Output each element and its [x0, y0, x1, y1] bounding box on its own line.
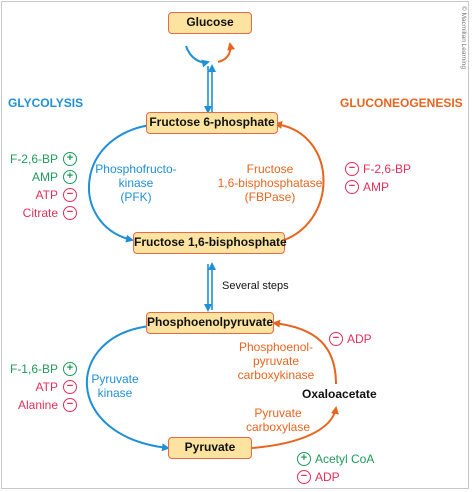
- pc-regulator-acetyl-coa: Acetyl CoA: [315, 452, 375, 466]
- pyruvate-carboxylase-arrow: [251, 406, 339, 449]
- pk-regulator-atp: ATP: [35, 380, 58, 394]
- pfk-line-3: (PFK): [120, 190, 152, 204]
- inhibitor-minus-icon: −: [297, 470, 311, 484]
- pep-carboxykinase-label: Phosphoenol- pyruvate carboxykinase: [226, 340, 326, 382]
- pyruvate-carboxylase-line-2: carboxylase: [245, 420, 311, 434]
- oxaloacetate-label: Oxaloacetate: [302, 387, 377, 401]
- copyright-credit: © Macmillan Learning: [459, 4, 469, 84]
- pfk-regulator-f26bp: F-2,6-BP: [9, 152, 58, 166]
- fbpase-line-3: (FBPase): [244, 190, 296, 204]
- inhibitor-minus-icon: −: [63, 380, 77, 394]
- fbpase-line-2: 1,6-bisphosphatase: [217, 176, 323, 190]
- inhibitor-minus-icon: −: [329, 332, 343, 346]
- pfk-line-1: Phosphofructo-: [95, 162, 177, 176]
- pep-carboxykinase-line-3: carboxykinase: [237, 368, 315, 382]
- pep-carboxykinase-arrow: [272, 319, 337, 385]
- pfk-arrow: [88, 123, 159, 243]
- inhibitor-minus-icon: −: [345, 180, 359, 194]
- pc-regulator-adp: ADP: [315, 470, 340, 484]
- pyruvate-box: Pyruvate: [168, 437, 252, 459]
- f6p-to-glucose-curve: [217, 42, 236, 63]
- glucose-box: Glucose: [168, 12, 252, 34]
- pep-carboxykinase-line-2: pyruvate: [252, 354, 300, 368]
- pyruvate-kinase-line-2: kinase: [97, 386, 133, 400]
- inhibitor-minus-icon: −: [63, 206, 77, 220]
- pyruvate-kinase-arrow: [86, 325, 170, 452]
- gluconeogenesis-label: GLUCONEOGENESIS: [340, 96, 463, 110]
- activator-plus-icon: +: [63, 152, 77, 166]
- activator-plus-icon: +: [297, 452, 311, 466]
- pfk-enzyme-label: Phosphofructo- kinase (PFK): [86, 162, 186, 204]
- several-steps-label: Several steps: [222, 280, 289, 292]
- fbpase-line-1: Fructose: [246, 162, 294, 176]
- activator-plus-icon: +: [63, 362, 77, 376]
- glycolysis-label: GLYCOLYSIS: [8, 96, 84, 110]
- fbpase-regulator-f26bp: F-2,6-BP: [363, 162, 412, 176]
- pep-carboxykinase-line-1: Phosphoenol-: [238, 340, 314, 354]
- credit-text: © Macmillan Learning: [460, 6, 467, 69]
- fructose-1-6-bisphosphate-box: Fructose 1,6-bisphosphate: [133, 232, 287, 254]
- pk-regulator-alanine: Alanine: [17, 398, 58, 412]
- pepck-regulator-adp: ADP: [347, 332, 372, 346]
- pk-regulator-f16bp: F-1,6-BP: [9, 362, 58, 376]
- pfk-regulator-atp: ATP: [35, 188, 58, 202]
- pfk-regulator-amp: AMP: [31, 170, 58, 184]
- fbpase-enzyme-label: Fructose 1,6-bisphosphatase (FBPase): [210, 162, 330, 204]
- fructose-6-phosphate-box: Fructose 6-phosphate: [146, 112, 278, 134]
- fbpase-arrow: [274, 120, 325, 243]
- pyruvate-carboxylase-line-1: Pyruvate: [254, 406, 302, 420]
- glucose-to-f6p-curve: [185, 45, 210, 68]
- pyruvate-carboxylase-label: Pyruvate carboxylase: [238, 406, 318, 434]
- phosphoenolpyruvate-box: Phosphoenolpyruvate: [146, 312, 274, 334]
- inhibitor-minus-icon: −: [63, 398, 77, 412]
- fbpase-regulator-amp: AMP: [363, 180, 390, 194]
- activator-plus-icon: +: [63, 170, 77, 184]
- inhibitor-minus-icon: −: [345, 162, 359, 176]
- inhibitor-minus-icon: −: [63, 188, 77, 202]
- pyruvate-kinase-label: Pyruvate kinase: [80, 372, 150, 400]
- pfk-line-2: kinase: [118, 176, 154, 190]
- pyruvate-kinase-line-1: Pyruvate: [91, 372, 139, 386]
- pfk-regulator-citrate: Citrate: [22, 206, 58, 220]
